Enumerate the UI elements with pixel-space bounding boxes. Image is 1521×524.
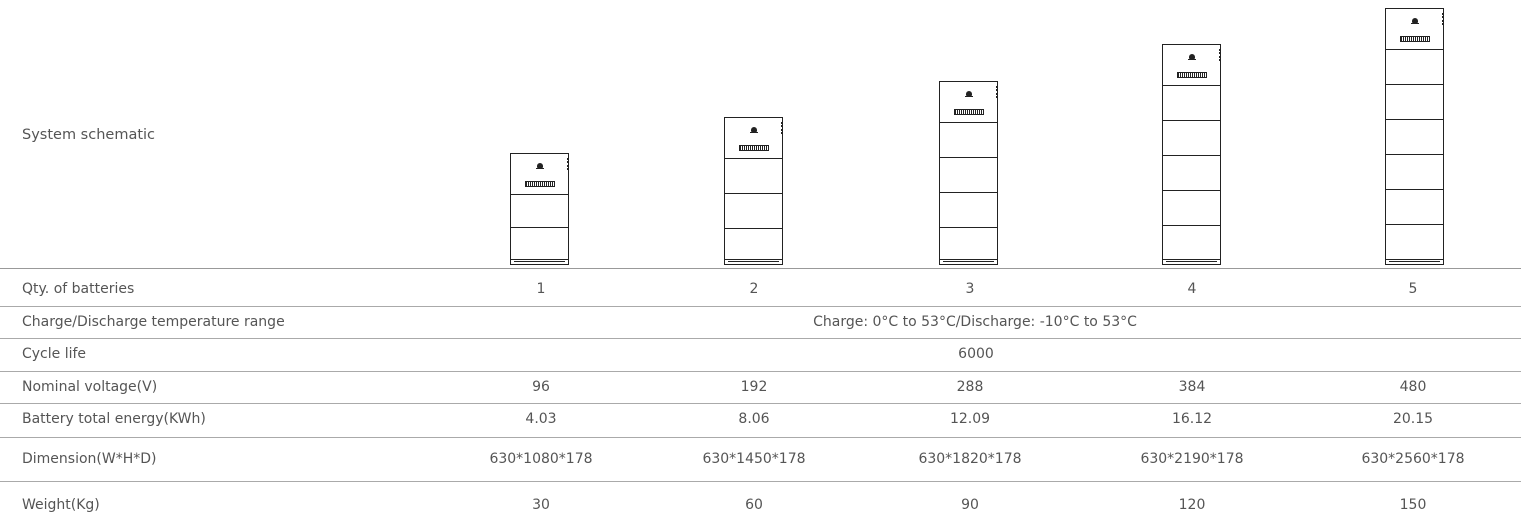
battery-module	[1162, 225, 1221, 260]
battery-module	[1385, 154, 1444, 190]
battery-stack-5	[1385, 8, 1444, 265]
battery-module	[1385, 224, 1444, 260]
port-icon	[567, 158, 571, 170]
battery-stack-1	[510, 153, 569, 265]
row-label: Weight(Kg)	[22, 497, 100, 513]
table-cell: 192	[741, 379, 768, 395]
battery-module	[939, 157, 998, 193]
brand-logo-icon	[537, 163, 543, 168]
table-cell: 20.15	[1393, 411, 1433, 427]
table-cell: 90	[961, 497, 979, 513]
battery-module	[1162, 120, 1221, 156]
table-cell: 4.03	[525, 411, 556, 427]
table-cell: 150	[1400, 497, 1427, 513]
battery-module	[939, 227, 998, 260]
brand-logo-icon	[1412, 18, 1418, 23]
battery-module	[724, 158, 783, 194]
table-cell: 5	[1409, 281, 1418, 297]
port-icon	[781, 122, 785, 134]
port-icon	[1442, 13, 1446, 25]
battery-module	[1162, 190, 1221, 226]
row-label: Charge/Discharge temperature range	[22, 314, 285, 330]
table-cell: 16.12	[1172, 411, 1212, 427]
battery-module	[510, 227, 569, 260]
brand-logo-icon	[966, 91, 972, 96]
table-cell-span: 6000	[958, 346, 994, 362]
row-divider	[0, 403, 1521, 404]
display-panel-icon	[954, 109, 984, 115]
stack-base	[1385, 259, 1444, 265]
battery-module	[1385, 84, 1444, 120]
display-panel-icon	[525, 181, 555, 187]
table-cell: 3	[966, 281, 975, 297]
table-cell: 630*1820*178	[918, 451, 1021, 467]
display-panel-icon	[1177, 72, 1207, 78]
table-cell: 630*1080*178	[489, 451, 592, 467]
table-cell: 4	[1188, 281, 1197, 297]
battery-module	[1385, 189, 1444, 225]
battery-schematics	[0, 0, 1521, 272]
port-icon	[1219, 49, 1223, 61]
table-cell: 630*1450*178	[702, 451, 805, 467]
table-cell: 12.09	[950, 411, 990, 427]
table-cell: 60	[745, 497, 763, 513]
battery-stack-2	[724, 117, 783, 265]
row-divider	[0, 306, 1521, 307]
table-cell: 1	[537, 281, 546, 297]
row-divider	[0, 371, 1521, 372]
battery-module	[724, 193, 783, 229]
brand-logo-icon	[751, 127, 757, 132]
row-divider	[0, 437, 1521, 438]
table-cell: 384	[1179, 379, 1206, 395]
table-cell: 8.06	[738, 411, 769, 427]
battery-module	[1162, 155, 1221, 191]
battery-module	[1162, 85, 1221, 121]
row-label: Nominal voltage(V)	[22, 379, 157, 395]
battery-stack-3	[939, 81, 998, 265]
table-cell: 2	[750, 281, 759, 297]
row-divider	[0, 481, 1521, 482]
battery-module	[939, 192, 998, 228]
port-icon	[996, 86, 1000, 98]
battery-module	[510, 194, 569, 228]
row-label: Cycle life	[22, 346, 86, 362]
row-label: Battery total energy(KWh)	[22, 411, 206, 427]
battery-module	[1385, 119, 1444, 155]
battery-stack-4	[1162, 44, 1221, 265]
battery-module	[1385, 49, 1444, 85]
brand-logo-icon	[1189, 54, 1195, 59]
table-cell: 630*2560*178	[1361, 451, 1464, 467]
stack-base	[939, 259, 998, 265]
row-label: Qty. of batteries	[22, 281, 134, 297]
table-cell: 30	[532, 497, 550, 513]
table-cell-span: Charge: 0°C to 53°C/Discharge: -10°C to …	[813, 314, 1137, 330]
display-panel-icon	[1400, 36, 1430, 42]
battery-module	[939, 122, 998, 158]
display-panel-icon	[739, 145, 769, 151]
stack-base	[510, 259, 569, 265]
table-cell: 96	[532, 379, 550, 395]
table-cell: 630*2190*178	[1140, 451, 1243, 467]
stack-base	[1162, 259, 1221, 265]
table-cell: 120	[1179, 497, 1206, 513]
table-cell: 480	[1400, 379, 1427, 395]
row-label: Dimension(W*H*D)	[22, 451, 157, 467]
row-divider	[0, 268, 1521, 269]
stack-base	[724, 259, 783, 265]
table-cell: 288	[957, 379, 984, 395]
row-divider	[0, 338, 1521, 339]
battery-module	[724, 228, 783, 260]
